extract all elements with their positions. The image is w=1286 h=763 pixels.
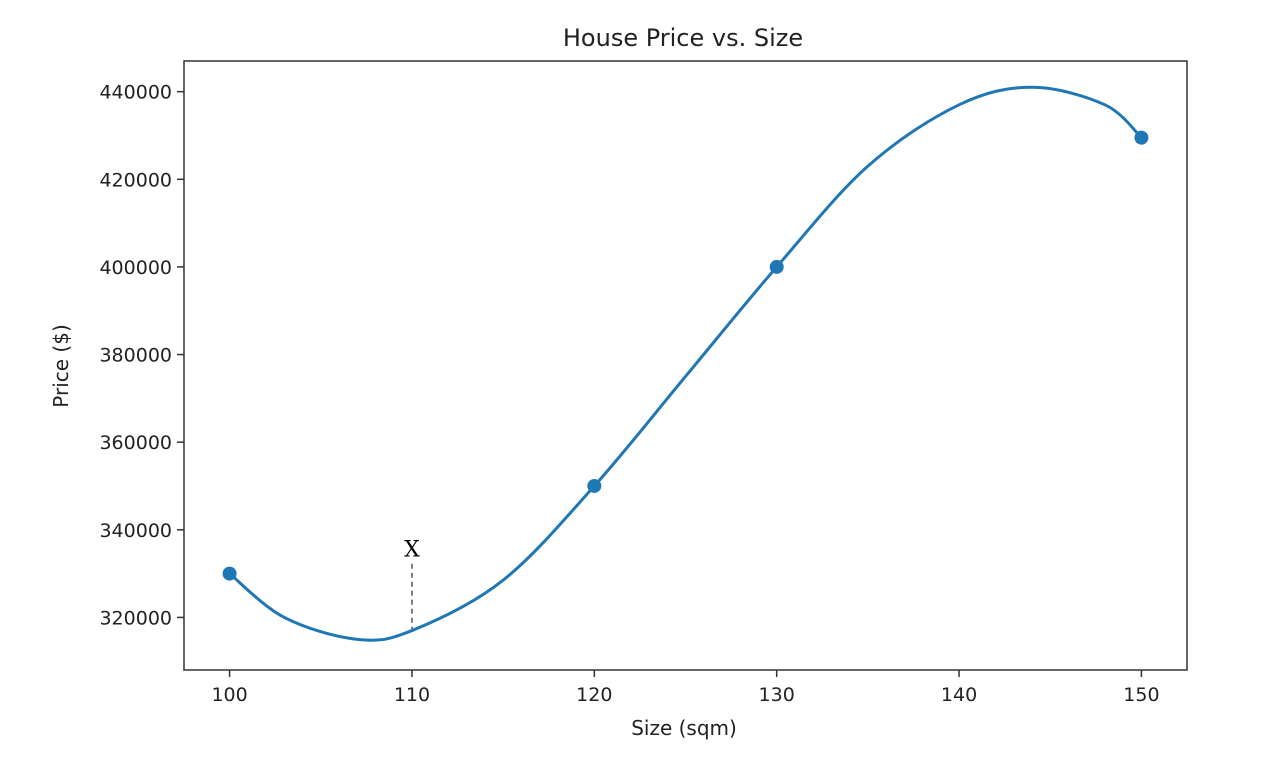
y-tick-label: 360000 <box>99 432 172 454</box>
x-tick-label: 130 <box>759 684 795 706</box>
annotation-label: X <box>404 538 420 563</box>
y-tick-label: 400000 <box>99 257 172 279</box>
x-tick-label: 150 <box>1123 684 1159 706</box>
y-axis-label: Price ($) <box>49 324 73 407</box>
x-axis: 100 110 120 130 140 150 <box>211 670 1160 706</box>
x-tick-label: 120 <box>576 684 612 706</box>
y-tick-label: 320000 <box>99 607 172 629</box>
x-axis-label: Size (sqm) <box>631 716 737 740</box>
x-tick-label: 100 <box>211 684 247 706</box>
x-tick-label: 140 <box>941 684 977 706</box>
chart-title: House Price vs. Size <box>563 24 803 52</box>
data-point <box>587 478 602 493</box>
x-tick-label: 110 <box>394 684 430 706</box>
y-tick-label: 440000 <box>99 82 172 104</box>
y-tick-label: 340000 <box>99 520 172 542</box>
y-tick-label: 380000 <box>99 345 172 367</box>
data-point <box>769 259 784 274</box>
data-point <box>1134 130 1149 145</box>
y-tick-label: 420000 <box>99 169 172 191</box>
series-line <box>228 85 1143 642</box>
plot-area-frame <box>183 60 1188 671</box>
data-point <box>222 566 237 581</box>
y-axis: 320000 340000 360000 380000 400000 420000 4400… <box>99 82 184 629</box>
series-group: X <box>222 85 1149 642</box>
